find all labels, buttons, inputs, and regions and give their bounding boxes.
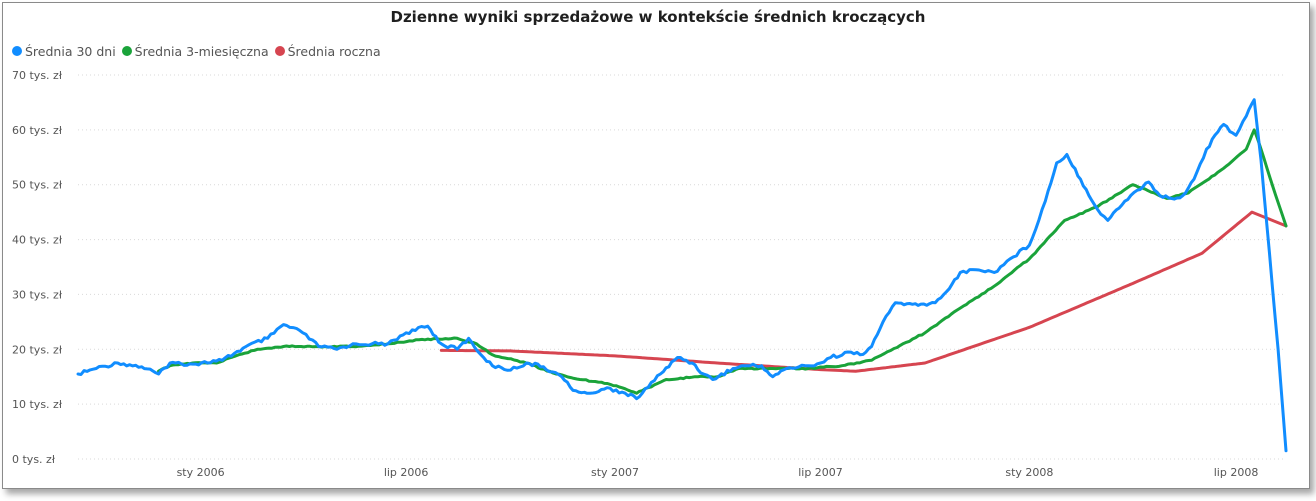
chart-legend: Średnia 30 dni Średnia 3-miesięczna Śred… [12,42,387,60]
legend-marker-3-month [121,46,132,56]
line-30-day [76,98,1288,453]
legend-item-30-day[interactable]: Średnia 30 dni [12,44,116,59]
x-tick-label: sty 2008 [1005,466,1053,479]
x-tick-label: lip 2006 [384,466,429,479]
series-lines [76,98,1288,453]
y-tick-label: 60 tys. zł [12,124,63,137]
x-tick-label: lip 2007 [798,466,843,479]
y-tick-label: 10 tys. zł [12,398,63,411]
y-tick-label: 50 tys. zł [12,179,63,192]
legend-marker-annual [274,46,285,56]
chart-frame [2,2,1310,489]
chart-title: Dzienne wyniki sprzedażowe w kontekście … [390,8,926,26]
y-tick-label: 0 tys. zł [12,453,56,466]
y-tick-label: 30 tys. zł [12,288,63,301]
legend-label-3-month: Średnia 3-miesięczna [134,43,269,59]
legend-label-annual: Średnia roczna [287,43,381,59]
x-axis-labels: sty 2006 lip 2006 sty 2007 lip 2007 sty 2008… [177,466,1259,479]
line-3-month [157,128,1288,395]
line-annual [439,210,1288,373]
legend-item-3-month[interactable]: Średnia 3-miesięczna [121,43,269,59]
x-tick-label: sty 2006 [177,466,225,479]
y-tick-label: 20 tys. zł [12,343,63,356]
y-axis-labels: 0 tys. zł 10 tys. zł 20 tys. zł 30 tys. zł 4… [12,69,63,466]
legend-item-annual[interactable]: Średnia roczna [274,43,381,59]
legend-label-30-day: Średnia 30 dni [25,43,116,59]
x-tick-label: lip 2008 [1214,466,1259,479]
legend-marker-30-day [12,46,22,56]
grid-lines [78,74,1286,460]
y-tick-label: 40 tys. zł [12,234,63,247]
y-tick-label: 70 tys. zł [12,69,63,82]
x-tick-label: sty 2007 [591,466,639,479]
